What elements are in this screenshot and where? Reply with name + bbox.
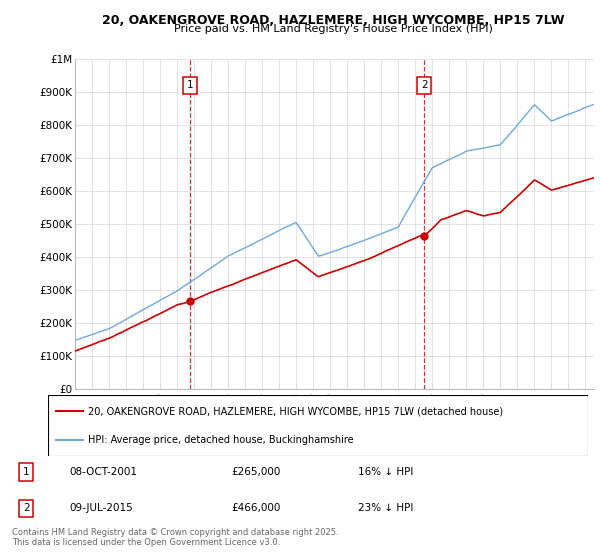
Text: 20, OAKENGROVE ROAD, HAZLEMERE, HIGH WYCOMBE, HP15 7LW (detached house): 20, OAKENGROVE ROAD, HAZLEMERE, HIGH WYC… [89, 407, 503, 417]
Text: 1: 1 [23, 467, 30, 477]
Text: 20, OAKENGROVE ROAD, HAZLEMERE, HIGH WYCOMBE, HP15 7LW: 20, OAKENGROVE ROAD, HAZLEMERE, HIGH WYC… [102, 14, 564, 27]
Text: HPI: Average price, detached house, Buckinghamshire: HPI: Average price, detached house, Buck… [89, 435, 354, 445]
Text: 1: 1 [187, 80, 194, 90]
Text: 09-JUL-2015: 09-JUL-2015 [70, 503, 133, 513]
Text: 08-OCT-2001: 08-OCT-2001 [70, 467, 137, 477]
Text: 2: 2 [421, 80, 427, 90]
Text: 2: 2 [23, 503, 30, 513]
Text: Contains HM Land Registry data © Crown copyright and database right 2025.
This d: Contains HM Land Registry data © Crown c… [12, 528, 338, 548]
Text: £466,000: £466,000 [231, 503, 280, 513]
Text: Price paid vs. HM Land Registry's House Price Index (HPI): Price paid vs. HM Land Registry's House … [173, 24, 493, 34]
Text: 16% ↓ HPI: 16% ↓ HPI [358, 467, 413, 477]
Text: £265,000: £265,000 [231, 467, 280, 477]
Text: 23% ↓ HPI: 23% ↓ HPI [358, 503, 413, 513]
